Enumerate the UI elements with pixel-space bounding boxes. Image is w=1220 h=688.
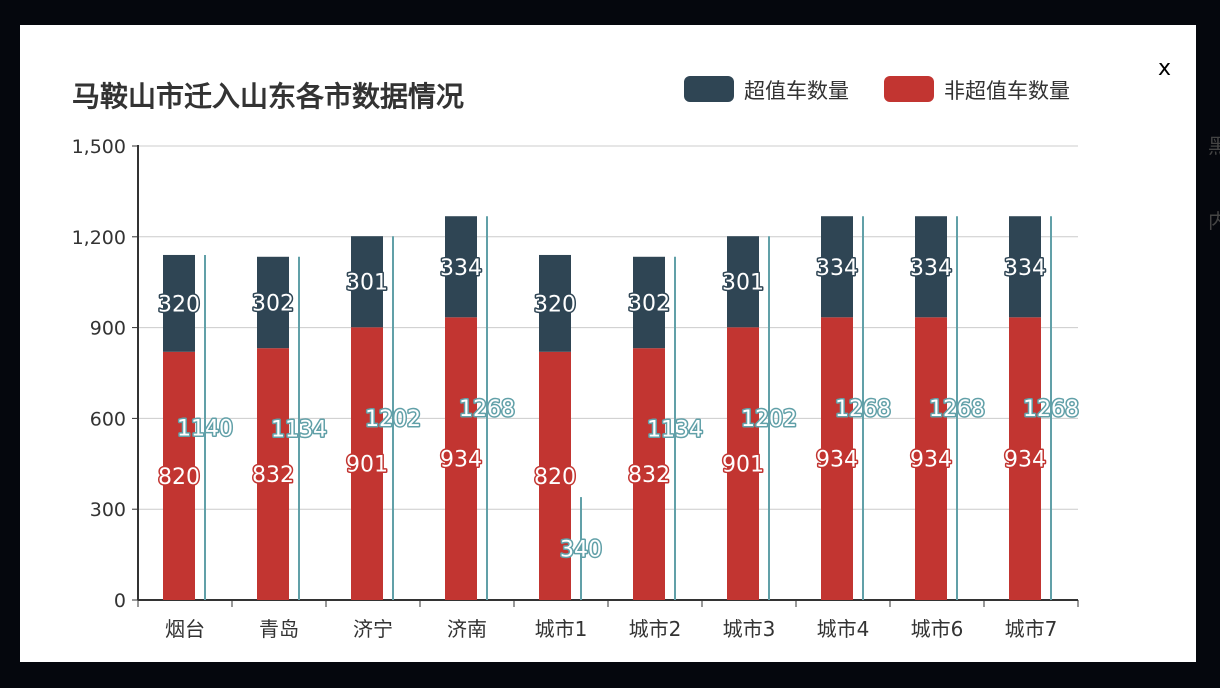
y-tick-label: 300 <box>90 499 126 521</box>
bar-non-premium <box>633 348 665 600</box>
bar-premium <box>915 216 947 318</box>
legend-label: 超值车数量 <box>744 79 849 103</box>
x-tick-label: 城市4 <box>817 617 870 641</box>
data-label-non-premium: 820 <box>534 465 576 490</box>
legend-label: 非超值车数量 <box>944 79 1070 103</box>
data-label-premium: 302 <box>252 291 294 316</box>
x-tick-label: 城市6 <box>911 617 964 641</box>
data-label-premium: 334 <box>816 256 858 281</box>
y-tick-label: 600 <box>90 408 126 430</box>
bar-premium <box>445 216 477 318</box>
data-label-total: 1202 <box>741 407 797 432</box>
data-label-non-premium: 934 <box>910 448 952 473</box>
data-label-premium: 302 <box>628 291 670 316</box>
data-label-total: 1268 <box>1023 397 1079 422</box>
x-tick-label: 城市7 <box>1005 617 1058 641</box>
bar-non-premium <box>539 351 571 600</box>
x-tick-label: 烟台 <box>165 617 205 641</box>
y-tick-label: 900 <box>90 318 126 340</box>
bar-premium <box>821 216 853 318</box>
data-label-total: 1140 <box>177 416 233 441</box>
chart-modal <box>20 25 1196 662</box>
data-label-total: 1134 <box>271 417 327 442</box>
data-label-total: 1268 <box>929 397 985 422</box>
bar-non-premium <box>821 317 853 600</box>
close-button[interactable]: x <box>1158 56 1172 81</box>
x-tick-label: 青岛 <box>259 617 299 641</box>
data-label-premium: 334 <box>440 256 482 281</box>
chart-title: 马鞍山市迁入山东各市数据情况 <box>72 80 464 113</box>
data-label-premium: 301 <box>346 271 388 296</box>
legend-swatch <box>884 76 934 102</box>
bar-premium <box>727 236 759 328</box>
bar-non-premium <box>915 317 947 600</box>
data-label-total: 1268 <box>835 397 891 422</box>
y-tick-label: 1,200 <box>72 227 126 249</box>
data-label-non-premium: 901 <box>722 453 764 478</box>
y-tick-label: 1,500 <box>72 136 126 158</box>
data-label-non-premium: 832 <box>252 463 294 488</box>
data-label-non-premium: 934 <box>440 448 482 473</box>
data-label-premium: 301 <box>722 271 764 296</box>
legend-swatch <box>684 76 734 102</box>
data-label-non-premium: 934 <box>816 448 858 473</box>
background-text: 内 <box>1208 209 1220 233</box>
x-tick-label: 济南 <box>447 617 487 641</box>
data-label-non-premium: 934 <box>1004 448 1046 473</box>
bar-non-premium <box>257 348 289 600</box>
y-tick-label: 0 <box>114 590 126 612</box>
bar-premium <box>257 256 289 349</box>
x-tick-label: 城市2 <box>629 617 682 641</box>
bar-premium <box>1009 216 1041 318</box>
data-label-total: 340 <box>560 538 602 563</box>
data-label-total: 1268 <box>459 397 515 422</box>
bar-premium <box>633 256 665 349</box>
bar-premium <box>163 254 195 352</box>
data-label-premium: 334 <box>1004 256 1046 281</box>
data-label-total: 1134 <box>647 417 703 442</box>
data-label-non-premium: 901 <box>346 453 388 478</box>
bar-non-premium <box>445 317 477 600</box>
background-text: 黑 <box>1208 134 1220 158</box>
data-label-non-premium: 820 <box>158 465 200 490</box>
bar-non-premium <box>163 351 195 600</box>
x-tick-label: 济宁 <box>353 617 393 641</box>
bar-non-premium <box>727 327 759 600</box>
bar-premium <box>351 236 383 328</box>
x-tick-label: 城市3 <box>723 617 776 641</box>
data-label-non-premium: 832 <box>628 463 670 488</box>
bar-premium <box>539 254 571 352</box>
data-label-premium: 320 <box>534 292 576 317</box>
x-tick-label: 城市1 <box>535 617 588 641</box>
bar-non-premium <box>351 327 383 600</box>
data-label-premium: 334 <box>910 256 952 281</box>
data-label-total: 1202 <box>365 407 421 432</box>
bar-non-premium <box>1009 317 1041 600</box>
data-label-premium: 320 <box>158 292 200 317</box>
